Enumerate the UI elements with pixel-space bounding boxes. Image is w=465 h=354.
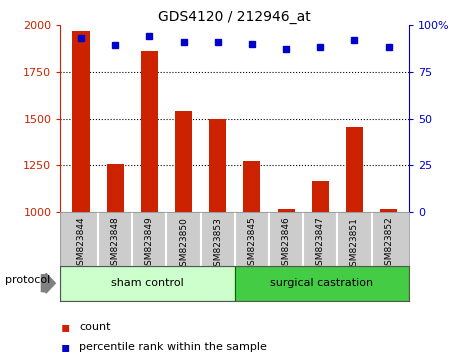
Bar [312,182,329,212]
Text: ▪: ▪ [60,340,70,354]
Text: GSM823853: GSM823853 [213,217,222,272]
Text: count: count [79,322,111,332]
Text: surgical castration: surgical castration [271,278,373,288]
Text: ▪: ▪ [60,320,70,335]
Bar [243,161,260,212]
FancyArrow shape [41,273,55,293]
Text: GSM823852: GSM823852 [384,217,393,272]
Bar [60,266,235,301]
Text: sham control: sham control [111,278,184,288]
Text: GSM823848: GSM823848 [111,217,120,272]
Text: GSM823850: GSM823850 [179,217,188,272]
Text: GSM823847: GSM823847 [316,217,325,272]
Text: protocol: protocol [5,275,50,285]
Text: GSM823845: GSM823845 [247,217,256,272]
Bar [380,209,397,212]
Text: GSM823846: GSM823846 [282,217,291,272]
Title: GDS4120 / 212946_at: GDS4120 / 212946_at [159,10,311,24]
Text: percentile rank within the sample: percentile rank within the sample [79,342,267,352]
Bar [175,111,192,212]
Bar [278,209,295,212]
Bar [235,266,409,301]
Bar [141,51,158,212]
Bar [346,127,363,212]
Text: GSM823844: GSM823844 [76,217,86,271]
Bar [73,32,89,212]
Text: GSM823851: GSM823851 [350,217,359,272]
Bar [209,119,226,212]
Bar [106,164,124,212]
Text: GSM823849: GSM823849 [145,217,154,272]
